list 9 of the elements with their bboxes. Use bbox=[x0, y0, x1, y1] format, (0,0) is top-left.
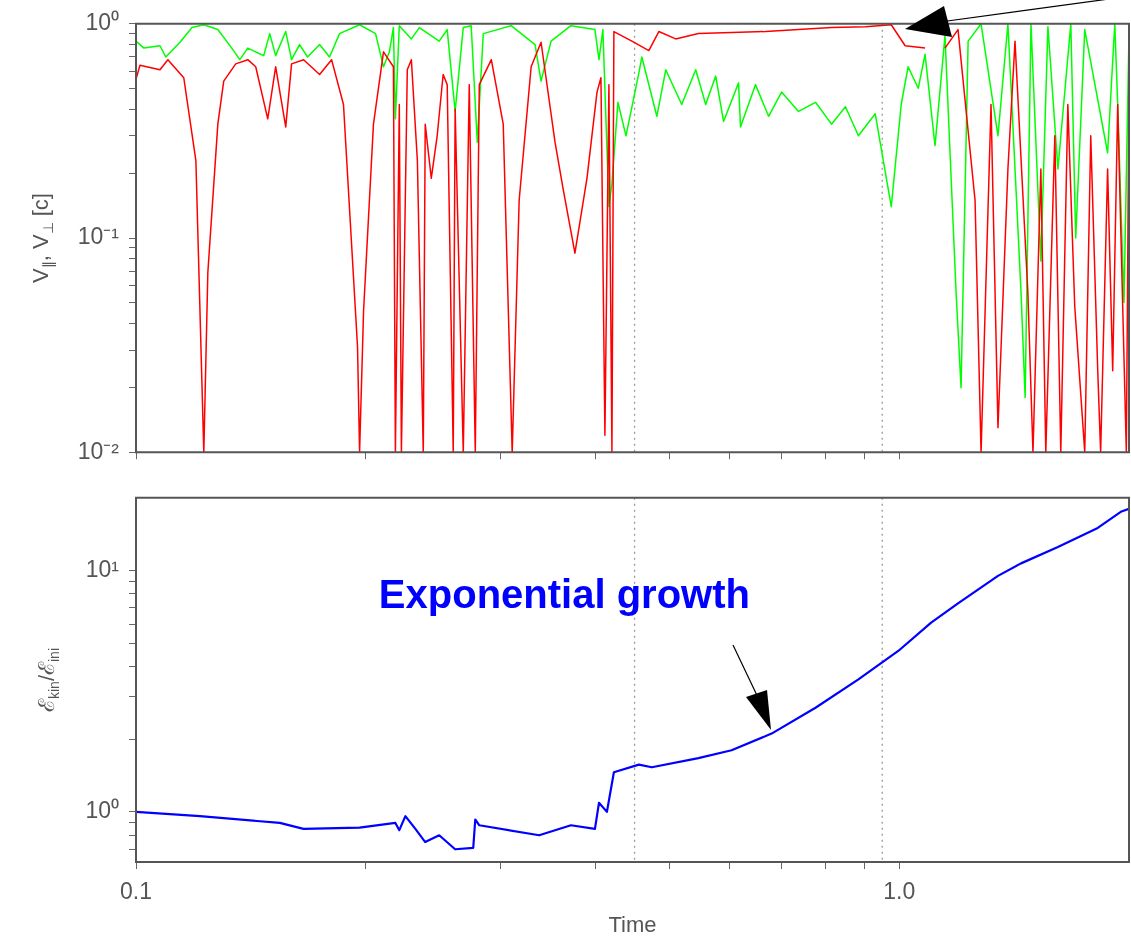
y-tick-label: 10⁻¹ bbox=[77, 223, 120, 250]
x-tick-label: 1.0 bbox=[883, 878, 916, 905]
y-tick-label: 10⁰ bbox=[85, 797, 119, 824]
x-axis-title: Time bbox=[608, 911, 657, 937]
x-tick-label: 0.1 bbox=[120, 878, 152, 905]
annotation: Exponential growth bbox=[378, 572, 750, 617]
y-tick-label: 10⁻² bbox=[77, 437, 120, 464]
y-tick-label: 10¹ bbox=[85, 555, 120, 582]
y-tick-label: 10⁰ bbox=[85, 9, 119, 36]
